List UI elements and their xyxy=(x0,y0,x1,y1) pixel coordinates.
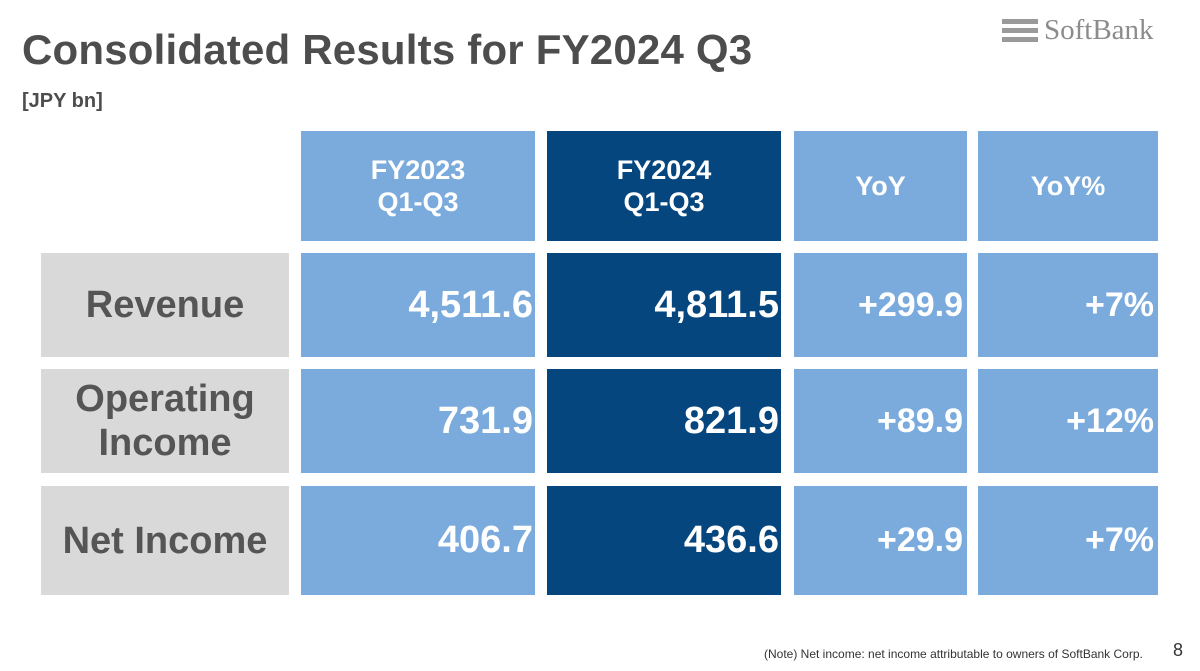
net-income-yoy: +29.9 xyxy=(794,486,967,595)
logo-bars-icon xyxy=(1002,19,1038,43)
operating-income-yoy: +89.9 xyxy=(794,369,967,473)
header-fy2023: FY2023 Q1-Q3 xyxy=(301,131,535,241)
slide-title: Consolidated Results for FY2024 Q3 xyxy=(22,26,753,73)
row-label-operating-line1: Operating xyxy=(75,378,255,420)
header-yoy-pct-label: YoY% xyxy=(1030,171,1106,201)
header-fy2023-line1: FY2023 xyxy=(370,155,466,185)
header-fy2024-line1: FY2024 xyxy=(616,155,712,185)
unit-label: [JPY bn] xyxy=(22,90,103,112)
row-label-revenue: Revenue xyxy=(41,253,289,357)
revenue-fy2024: 4,811.5 xyxy=(547,253,781,357)
operating-income-fy2024: 821.9 xyxy=(547,369,781,473)
header-yoy-label: YoY xyxy=(855,171,906,201)
net-income-fy2024: 436.6 xyxy=(547,486,781,595)
operating-income-yoy-pct: +12% xyxy=(978,369,1158,473)
net-income-yoy-pct: +7% xyxy=(978,486,1158,595)
header-yoy: YoY xyxy=(794,131,967,241)
logo-text: SoftBank xyxy=(1044,14,1154,46)
revenue-yoy-pct: +7% xyxy=(978,253,1158,357)
softbank-logo: SoftBank xyxy=(1002,14,1182,48)
row-label-net-income: Net Income xyxy=(41,486,289,595)
header-fy2023-line2: Q1-Q3 xyxy=(377,187,459,217)
revenue-yoy: +299.9 xyxy=(794,253,967,357)
operating-income-fy2023: 731.9 xyxy=(301,369,535,473)
row-label-revenue-text: Revenue xyxy=(85,284,245,326)
row-label-operating-income: Operating Income xyxy=(41,369,289,473)
header-yoy-pct: YoY% xyxy=(978,131,1158,241)
footnote: (Note) Net income: net income attributab… xyxy=(764,647,1143,661)
row-label-net-income-text: Net Income xyxy=(62,519,268,562)
header-fy2024-line2: Q1-Q3 xyxy=(623,187,705,217)
header-fy2024: FY2024 Q1-Q3 xyxy=(547,131,781,241)
page-number: 8 xyxy=(1173,640,1184,660)
revenue-fy2023: 4,511.6 xyxy=(301,253,535,357)
net-income-fy2023: 406.7 xyxy=(301,486,535,595)
row-label-operating-line2: Income xyxy=(98,422,232,464)
